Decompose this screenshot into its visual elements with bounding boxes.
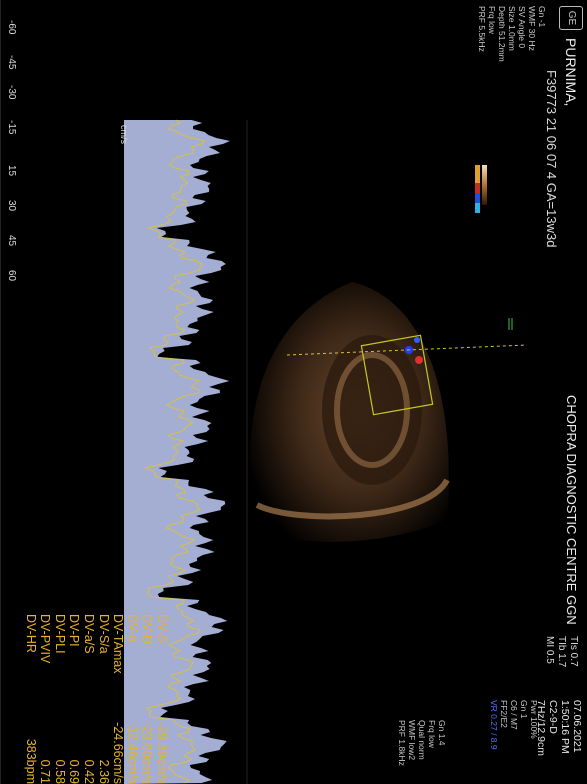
measurement-panel: DV-S -29.39cm/s DV-D -23.80cm/s DV-a -12.46…	[23, 614, 169, 784]
color-scale-bar	[475, 165, 487, 213]
tick-label: -15	[6, 120, 17, 134]
measurement-row: DV-S -29.39cm/s	[154, 614, 169, 784]
velocity-unit: cm/s	[119, 125, 129, 144]
measurement-row: DV-PVIV 0.71	[38, 614, 53, 784]
b-mode-image	[250, 282, 527, 542]
measurement-row: DV-D -23.80cm/s	[140, 614, 155, 784]
measurement-row: DV-HR 383bpm	[23, 614, 38, 784]
measurement-row: DV-a -12.46cm/s	[125, 614, 140, 784]
measurement-row: DV-a/S 0.42	[81, 614, 96, 784]
measurement-row: DV-TAmax -24.66cm/s	[111, 614, 126, 784]
tick-label: -30	[6, 85, 17, 99]
tick-label: -60	[6, 20, 17, 34]
measurement-row: DV-PI 0.69	[67, 614, 82, 784]
tick-label: 45	[6, 235, 17, 246]
tick-label: 15	[6, 165, 17, 176]
tick-label: 30	[6, 200, 17, 211]
tick-label: -45	[6, 55, 17, 69]
measurement-row: DV-PLI 0.58	[52, 614, 67, 784]
tick-label: 60	[6, 270, 17, 281]
measurement-row: DV-S/a 2.36	[96, 614, 111, 784]
